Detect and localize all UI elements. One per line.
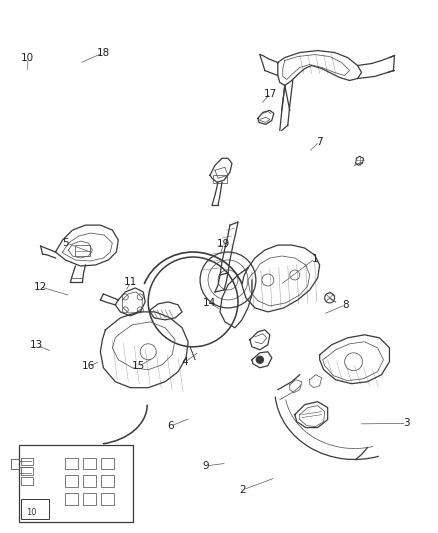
Bar [19,445,133,522]
Text: 9: 9 [203,461,209,471]
Text: 5: 5 [62,238,69,247]
Bar [66,475,78,487]
Circle shape [256,356,263,364]
Bar [83,475,96,487]
Text: 10: 10 [21,53,34,63]
Text: 19: 19 [217,239,230,249]
Text: 17: 17 [264,88,277,99]
Text: 16: 16 [82,361,95,372]
Text: 13: 13 [30,340,43,350]
Text: 18: 18 [97,48,110,58]
Bar [66,494,78,505]
Text: 11: 11 [124,278,138,287]
Bar [101,475,114,487]
Text: 15: 15 [131,361,145,372]
Bar [101,457,114,470]
Bar [83,457,96,470]
Text: 10: 10 [25,508,36,518]
Bar [213,175,227,183]
Text: 12: 12 [33,282,46,292]
Bar [21,467,32,475]
Bar [83,494,96,505]
Text: 3: 3 [403,418,410,429]
Bar [21,478,32,486]
Text: 2: 2 [240,485,246,495]
Bar [21,457,32,465]
Bar [75,245,90,256]
Bar [66,457,78,470]
Text: 4: 4 [182,357,188,367]
Text: 6: 6 [168,421,174,431]
Text: 7: 7 [316,136,323,147]
Bar [21,499,49,519]
Text: 14: 14 [203,297,216,308]
Text: 1: 1 [312,254,318,263]
Bar [101,494,114,505]
Text: 8: 8 [343,300,349,310]
